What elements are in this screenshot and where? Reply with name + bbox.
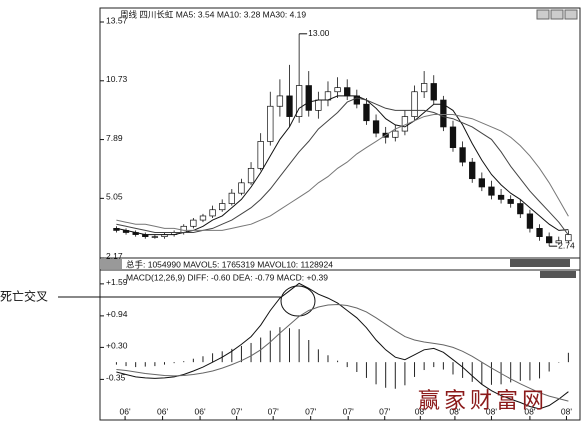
y-tick-label: 5.05	[106, 192, 123, 202]
candle-body	[459, 147, 466, 163]
line	[116, 97, 569, 236]
candle-body	[257, 141, 264, 169]
x-tick-label: 08'	[524, 406, 535, 416]
y-tick-label: 10.73	[106, 74, 128, 84]
candle-body	[526, 213, 534, 229]
frame	[99, 7, 581, 421]
candle-body	[440, 99, 447, 128]
candle-body	[555, 240, 562, 244]
candle-body	[334, 87, 341, 93]
candle-body	[305, 85, 312, 111]
candle-body	[344, 87, 351, 97]
candle-body	[219, 203, 226, 211]
x-tick-label: 07'	[379, 406, 390, 416]
price-header: 周线 四川长虹 MA5: 3.54 MA10: 3.28 MA30: 4.19	[120, 9, 306, 19]
candle-body	[267, 105, 274, 142]
candle-body	[392, 130, 399, 138]
candle-body	[517, 203, 524, 215]
candle-body	[488, 186, 495, 196]
x-tick-label: 06'	[195, 406, 206, 416]
candle-body	[536, 228, 543, 237]
x-tick-label: 07'	[305, 406, 316, 416]
annotation-label: 2.74	[558, 240, 575, 250]
candle-body	[449, 126, 457, 148]
annotation-label: 13.00	[308, 28, 330, 38]
candle-body	[151, 236, 159, 238]
candle-body	[430, 83, 437, 101]
label-box	[100, 259, 122, 269]
candle-body	[420, 83, 428, 93]
x-tick-label: 07'	[343, 406, 354, 416]
button[interactable]	[510, 259, 570, 267]
x-tick-label: 06'	[120, 406, 131, 416]
y-tick-label: 7.89	[106, 133, 123, 143]
macd-header: MACD(12,26,9) DIFF: -0.60 DEA: -0.79 MAC…	[126, 272, 328, 282]
candle-body	[276, 95, 284, 107]
x-tick-label: 07'	[231, 406, 242, 416]
annotation: 死亡交叉	[0, 289, 48, 304]
candle-body	[469, 161, 476, 180]
button[interactable]	[550, 9, 564, 20]
x-tick-label: 08'	[486, 406, 497, 416]
button[interactable]	[536, 9, 550, 20]
x-tick-label: 07'	[268, 406, 279, 416]
candle-body	[497, 194, 505, 200]
x-tick-label: 06'	[157, 406, 168, 416]
y-tick-label: +0.30	[106, 341, 128, 351]
y-tick-label: 2.17	[106, 251, 123, 261]
candle-body	[247, 167, 255, 184]
y-tick-label: -0.35	[106, 373, 126, 383]
candle-body	[507, 199, 514, 204]
y-tick-label: 13.57	[106, 15, 128, 25]
cross-circle	[280, 285, 316, 317]
line	[116, 114, 569, 231]
candle-body	[228, 192, 235, 204]
candle-body	[315, 99, 322, 111]
button[interactable]	[540, 271, 576, 278]
candle-body	[411, 91, 418, 117]
candle-body	[295, 85, 303, 117]
candle-body	[546, 236, 553, 244]
candle-body	[478, 178, 485, 188]
watermark: 赢家财富网	[418, 389, 548, 414]
candle-body	[238, 182, 245, 194]
candle-body	[286, 95, 293, 117]
candle-body	[363, 103, 370, 122]
line	[116, 303, 569, 402]
line	[116, 282, 569, 410]
x-tick-label: 08'	[561, 406, 572, 416]
candle-body	[209, 209, 216, 217]
y-tick-label: +0.94	[106, 309, 128, 319]
volume-header: 总手: 1054990 MAVOL5: 1765319 MAVOL10: 112…	[126, 259, 333, 269]
candle-body	[199, 215, 207, 221]
candle-body	[372, 120, 380, 134]
button[interactable]	[564, 9, 578, 20]
y-tick-label: +1.59	[106, 277, 128, 287]
x-tick-label: 08'	[415, 406, 426, 416]
candle-body	[190, 219, 197, 227]
x-tick-label: 08'	[449, 406, 460, 416]
